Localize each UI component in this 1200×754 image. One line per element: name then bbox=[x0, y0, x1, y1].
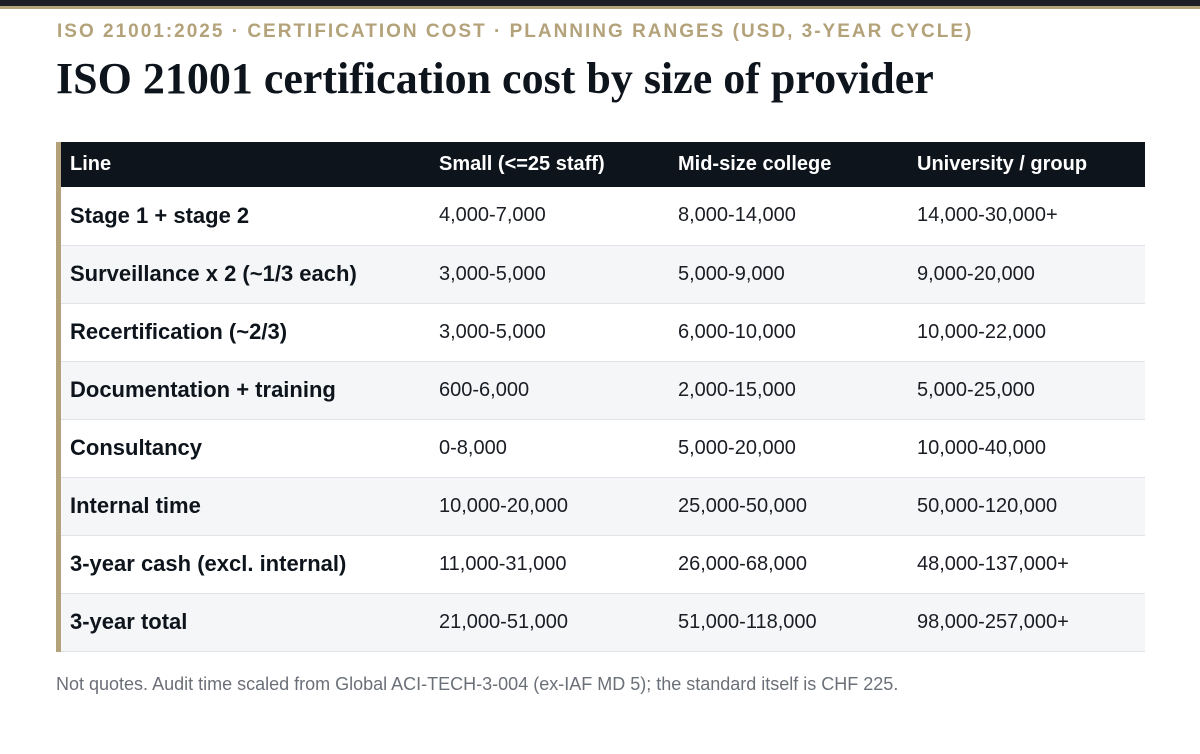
cell-small: 3,000-5,000 bbox=[430, 245, 669, 304]
cell-mid-size: 26,000-68,000 bbox=[669, 535, 908, 594]
header-row: Line Small (<=25 staff) Mid-size college… bbox=[61, 142, 1145, 187]
cell-mid-size: 5,000-9,000 bbox=[669, 245, 908, 304]
cell-university: 98,000-257,000+ bbox=[908, 593, 1145, 652]
column-header-university: University / group bbox=[908, 142, 1145, 187]
column-header-line: Line bbox=[61, 142, 430, 187]
cell-mid-size: 5,000-20,000 bbox=[669, 419, 908, 478]
footnote: Not quotes. Audit time scaled from Globa… bbox=[56, 674, 899, 694]
cell-university: 14,000-30,000+ bbox=[908, 187, 1145, 246]
cell-small: 0-8,000 bbox=[430, 419, 669, 478]
top-accent-rule bbox=[0, 0, 1200, 9]
cell-university: 5,000-25,000 bbox=[908, 361, 1145, 420]
column-header-small: Small (<=25 staff) bbox=[430, 142, 669, 187]
cell-university: 48,000-137,000+ bbox=[908, 535, 1145, 594]
cell-mid-size: 8,000-14,000 bbox=[669, 187, 908, 246]
eyebrow-label: ISO 21001:2025 · CERTIFICATION COST · PL… bbox=[57, 21, 974, 42]
table-row: Surveillance x 2 (~1/3 each) 3,000-5,000… bbox=[61, 245, 1145, 304]
table-body: Stage 1 + stage 2 4,000-7,000 8,000-14,0… bbox=[61, 187, 1145, 652]
column-header-mid-size: Mid-size college bbox=[669, 142, 908, 187]
cell-mid-size: 51,000-118,000 bbox=[669, 593, 908, 652]
cell-university: 9,000-20,000 bbox=[908, 245, 1145, 304]
table-row: Documentation + training 600-6,000 2,000… bbox=[61, 361, 1145, 420]
row-label: Recertification (~2/3) bbox=[61, 303, 430, 362]
cell-university: 50,000-120,000 bbox=[908, 477, 1145, 536]
cell-small: 600-6,000 bbox=[430, 361, 669, 420]
row-label: Internal time bbox=[61, 477, 430, 536]
table-row: Internal time 10,000-20,000 25,000-50,00… bbox=[61, 477, 1145, 536]
page-title: ISO 21001 certification cost by size of … bbox=[56, 54, 934, 103]
cell-university: 10,000-40,000 bbox=[908, 419, 1145, 478]
row-label: 3-year total bbox=[61, 593, 430, 652]
row-label: 3-year cash (excl. internal) bbox=[61, 535, 430, 594]
cell-mid-size: 2,000-15,000 bbox=[669, 361, 908, 420]
cell-small: 10,000-20,000 bbox=[430, 477, 669, 536]
row-label: Surveillance x 2 (~1/3 each) bbox=[61, 245, 430, 304]
cell-small: 21,000-51,000 bbox=[430, 593, 669, 652]
table-row: Recertification (~2/3) 3,000-5,000 6,000… bbox=[61, 303, 1145, 362]
table-header: Line Small (<=25 staff) Mid-size college… bbox=[61, 142, 1145, 187]
table-row: Consultancy 0-8,000 5,000-20,000 10,000-… bbox=[61, 419, 1145, 478]
cost-table: Line Small (<=25 staff) Mid-size college… bbox=[61, 142, 1145, 652]
row-label: Consultancy bbox=[61, 419, 430, 478]
cost-table-container: Line Small (<=25 staff) Mid-size college… bbox=[56, 142, 1145, 652]
table-row: Stage 1 + stage 2 4,000-7,000 8,000-14,0… bbox=[61, 187, 1145, 246]
cell-small: 11,000-31,000 bbox=[430, 535, 669, 594]
table-row: 3-year total 21,000-51,000 51,000-118,00… bbox=[61, 593, 1145, 652]
table-row: 3-year cash (excl. internal) 11,000-31,0… bbox=[61, 535, 1145, 594]
cell-small: 4,000-7,000 bbox=[430, 187, 669, 246]
row-label: Stage 1 + stage 2 bbox=[61, 187, 430, 246]
cell-small: 3,000-5,000 bbox=[430, 303, 669, 362]
cell-mid-size: 6,000-10,000 bbox=[669, 303, 908, 362]
row-label: Documentation + training bbox=[61, 361, 430, 420]
cell-university: 10,000-22,000 bbox=[908, 303, 1145, 362]
cell-mid-size: 25,000-50,000 bbox=[669, 477, 908, 536]
